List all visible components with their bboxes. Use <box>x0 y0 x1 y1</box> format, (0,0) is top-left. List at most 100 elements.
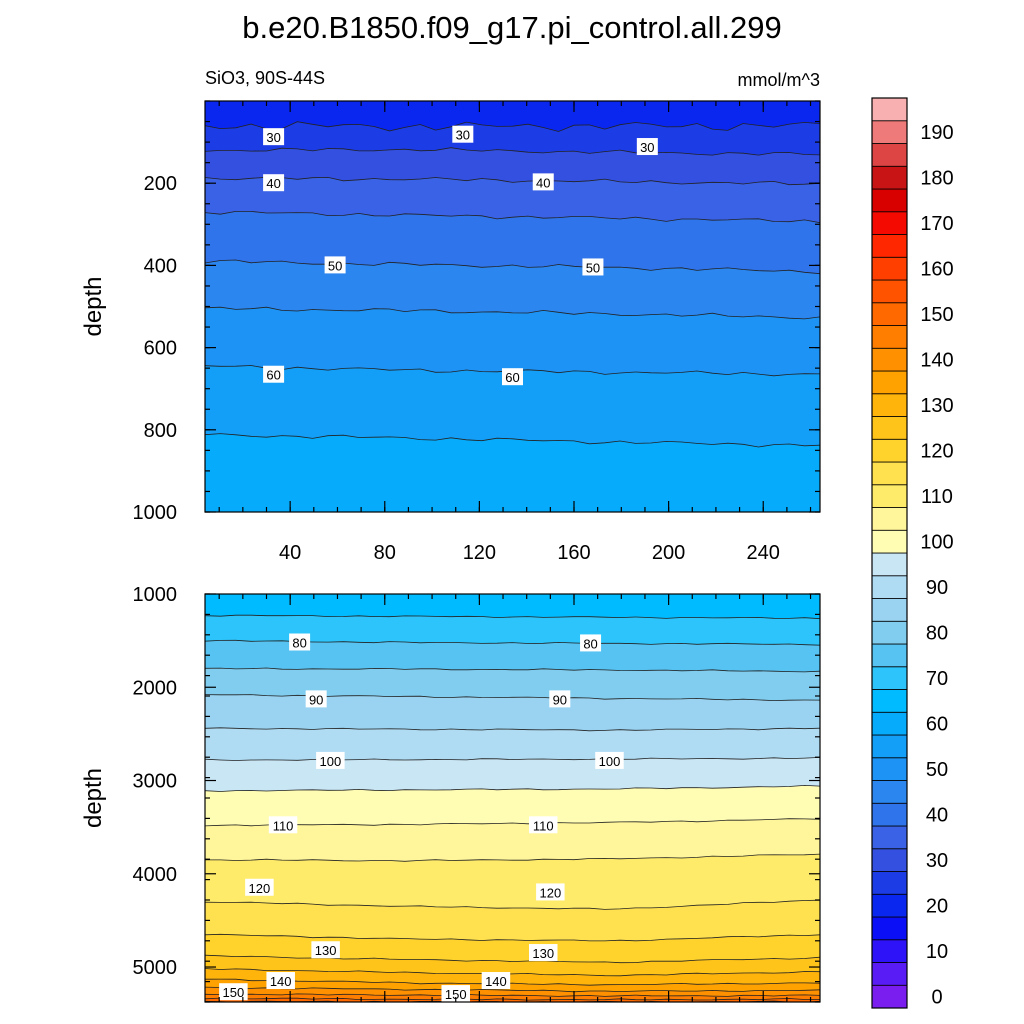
contour-line-70 <box>205 614 820 620</box>
contour-label-text: 140 <box>485 974 507 989</box>
colorbar-swatch <box>871 871 908 895</box>
contour-label-text: 130 <box>315 943 337 958</box>
contour-label-text: 30 <box>456 128 470 143</box>
colorbar-label: 40 <box>926 805 948 827</box>
x-tick-label: 40 <box>279 542 301 564</box>
colorbar-swatch <box>871 416 908 440</box>
colorbar-swatch <box>871 825 908 850</box>
y-tick-label: 5000 <box>133 957 178 979</box>
colorbar-swatch <box>871 575 908 599</box>
contour-label: 140 <box>481 972 511 990</box>
contour-label: 100 <box>316 751 345 769</box>
x-tick-label: 80 <box>374 542 396 564</box>
contour-label-text: 150 <box>223 985 245 1000</box>
x-tick-label: 160 <box>557 542 590 564</box>
contour-band-100 <box>205 785 820 826</box>
contour-line-40 <box>205 211 820 224</box>
colorbar-frame <box>871 97 908 1009</box>
colorbar-swatch <box>871 916 908 941</box>
contour-band-75 <box>205 640 820 672</box>
contour-label-text: 120 <box>539 885 561 900</box>
contour-line-60 <box>205 433 820 448</box>
contour-band-30 <box>205 147 820 185</box>
colorbar-swatch <box>871 234 908 258</box>
contour-band-50 <box>205 307 820 376</box>
contour-line-25 <box>205 121 820 132</box>
subtitle-units: mmol/m^3 <box>738 70 820 90</box>
contour-line-30 <box>205 147 820 156</box>
contour-label-text: 150 <box>445 987 467 1002</box>
colorbar-swatch <box>871 689 908 713</box>
contour-label-text: 30 <box>266 130 280 145</box>
colorbar-label: 140 <box>920 350 953 372</box>
colorbar-label: 120 <box>920 441 953 463</box>
colorbar-swatch <box>871 143 908 167</box>
colorbar-label: 10 <box>926 941 948 963</box>
colorbar-swatch <box>871 598 908 622</box>
chart-title: b.e20.B1850.f09_g17.pi_control.all.299 <box>242 10 782 45</box>
contour-line-135 <box>205 978 820 986</box>
colorbar-label: 190 <box>920 122 953 144</box>
contour-band-150 <box>205 998 820 1002</box>
contour-label: 30 <box>452 125 474 143</box>
colorbar-label: 0 <box>931 987 942 1009</box>
contour-band-95 <box>205 757 820 792</box>
colorbar-swatch <box>871 302 908 326</box>
contour-label: 40 <box>263 174 285 192</box>
contour-label-text: 50 <box>586 260 600 275</box>
contour-band-60 <box>205 433 820 512</box>
contour-band-115 <box>205 900 820 941</box>
contour-band-110 <box>205 854 820 910</box>
colorbar-label: 160 <box>920 259 953 281</box>
colorbar-swatch <box>871 552 908 577</box>
colorbar-swatch <box>871 97 908 122</box>
contour-label-text: 40 <box>536 175 550 190</box>
colorbar-swatch <box>871 529 908 554</box>
x-tick-label: 240 <box>747 542 780 564</box>
contour-label-text: 40 <box>266 176 280 191</box>
contour-band-80 <box>205 668 820 701</box>
colorbar-swatch <box>871 734 908 759</box>
contour-band-105 <box>205 818 820 862</box>
contour-band-145 <box>205 993 820 1001</box>
colorbar-label: 90 <box>926 577 948 599</box>
colorbar-label: 20 <box>926 896 948 918</box>
y-tick-label: 800 <box>144 420 177 442</box>
contour-line-150 <box>205 997 820 1001</box>
contour-label: 50 <box>324 256 346 274</box>
contour-label: 80 <box>289 633 311 651</box>
contour-band-120 <box>205 934 820 963</box>
contour-label: 120 <box>245 878 274 896</box>
contour-line-95 <box>205 757 820 761</box>
contour-label: 80 <box>580 634 602 652</box>
colorbar-label: 180 <box>920 168 953 190</box>
colorbar-label: 100 <box>920 532 953 554</box>
contour-line-110 <box>205 853 820 862</box>
colorbar-swatch <box>871 620 908 645</box>
y-tick-label: 3000 <box>133 771 178 793</box>
contour-label: 130 <box>529 944 558 962</box>
contour-line-125 <box>205 954 820 964</box>
contour-band-70 <box>205 615 820 646</box>
contour-label: 60 <box>263 365 285 383</box>
colorbar-label: 50 <box>926 759 948 781</box>
colorbar-swatch <box>871 393 908 417</box>
contour-label: 110 <box>268 816 298 834</box>
contour-label: 100 <box>595 751 624 769</box>
contour-line-100 <box>205 784 820 792</box>
colorbar-swatch <box>871 120 908 144</box>
subtitle-left: SiO3, 90S-44S <box>205 68 325 88</box>
contour-label-text: 110 <box>533 818 554 833</box>
contour-line-90 <box>205 727 820 732</box>
contour-label-text: 60 <box>505 370 519 385</box>
colorbar-label: 60 <box>926 714 948 736</box>
colorbar-swatch <box>871 962 908 986</box>
contour-label: 40 <box>532 173 554 191</box>
y-tick-label: 2000 <box>133 677 178 699</box>
colorbar-swatch <box>871 256 908 281</box>
colorbar-swatch <box>871 484 908 508</box>
y-tick-label: 1000 <box>133 502 178 524</box>
contour-label-text: 100 <box>320 754 342 769</box>
colorbar-swatch <box>871 643 908 668</box>
colorbar-swatch <box>871 370 908 395</box>
